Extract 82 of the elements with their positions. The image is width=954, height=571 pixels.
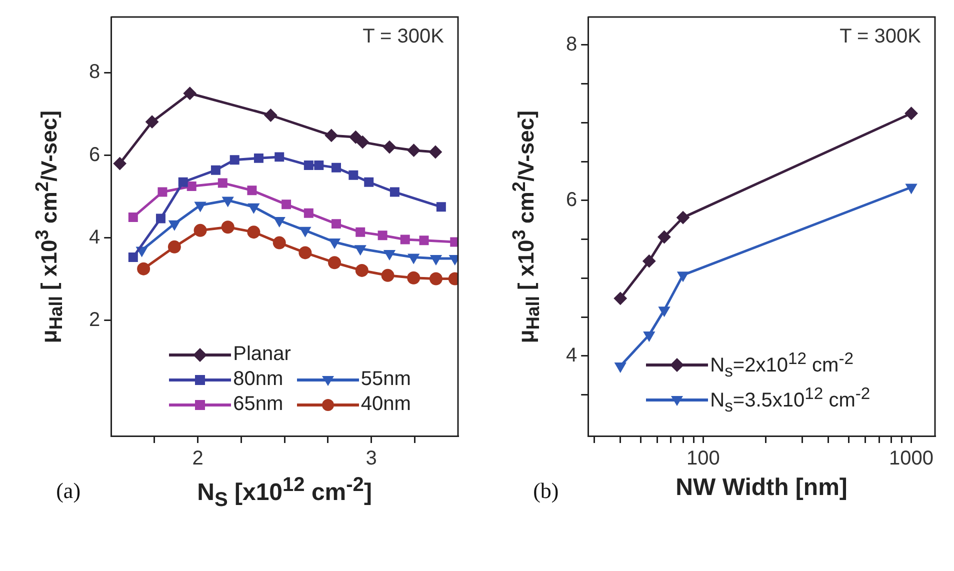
point <box>230 155 240 165</box>
legend-label: N$_{s}$=2x10$^{12}$ cm$^{-2}$ <box>710 349 854 382</box>
legend-label: N$_{s}$=3.5x10$^{12}$ cm$^{-2}$ <box>710 384 870 416</box>
point <box>186 182 196 191</box>
point <box>324 128 338 142</box>
point <box>168 240 181 254</box>
point <box>304 160 314 170</box>
point <box>382 140 396 154</box>
point <box>247 226 260 239</box>
point <box>272 236 286 250</box>
x-tick-label: 1000 <box>889 448 934 470</box>
legend-label: Planar <box>233 343 291 366</box>
legend-label: 65nm <box>233 393 284 416</box>
annotation: T = 300K <box>362 26 445 48</box>
text: (b) <box>533 478 559 504</box>
point <box>137 262 150 276</box>
point <box>194 202 206 212</box>
y-tick-label: 8 <box>89 61 100 84</box>
point <box>183 86 196 100</box>
point <box>248 203 260 214</box>
point <box>300 226 311 237</box>
point <box>254 153 264 163</box>
point <box>356 227 366 237</box>
y-tick-label: 6 <box>89 144 100 166</box>
point <box>364 177 374 187</box>
legend-label: 40nm <box>360 393 411 416</box>
point <box>407 144 420 157</box>
y-tick-label: 6 <box>566 188 578 211</box>
point <box>210 165 220 175</box>
x-tick-label: 2 <box>192 448 204 470</box>
y-tick-label: 4 <box>566 344 578 366</box>
point <box>113 157 126 170</box>
point <box>332 162 341 172</box>
x-axis-title: NW Width [nm] <box>674 474 848 502</box>
x-axis-title: N$_{S}$ [x10$^{12}$ cm$^{-2}$] <box>196 474 373 512</box>
point <box>282 200 292 210</box>
point <box>178 177 188 187</box>
point <box>419 236 429 246</box>
point <box>146 115 159 128</box>
point <box>194 224 207 237</box>
point <box>378 230 388 240</box>
point <box>168 220 180 230</box>
point <box>247 186 257 196</box>
point <box>407 271 420 284</box>
text: (a) <box>56 478 81 504</box>
point <box>264 108 278 122</box>
annotation: T = 300K <box>840 26 922 48</box>
point <box>381 268 394 282</box>
x-tick-label: 100 <box>686 448 720 470</box>
y-tick-label: 8 <box>566 34 578 56</box>
point <box>408 254 420 264</box>
point <box>274 217 286 228</box>
point <box>384 250 396 260</box>
point <box>355 264 368 277</box>
point <box>429 272 442 286</box>
legend-label: 80nm <box>233 368 284 391</box>
point <box>128 252 138 262</box>
point <box>428 145 442 158</box>
point <box>218 178 228 188</box>
point <box>400 234 410 244</box>
point <box>304 208 314 218</box>
point <box>158 187 168 197</box>
point <box>221 220 234 234</box>
x-tick-label: 3 <box>366 448 377 470</box>
point <box>314 160 324 170</box>
point <box>332 219 341 229</box>
y-tick-label: 4 <box>89 226 100 248</box>
point <box>348 170 358 180</box>
point <box>128 212 138 222</box>
point <box>328 256 342 270</box>
point <box>390 187 400 197</box>
point <box>436 202 446 212</box>
point <box>298 246 312 260</box>
point <box>274 152 284 162</box>
point <box>156 214 166 224</box>
point <box>328 238 340 248</box>
point <box>354 245 366 256</box>
point <box>430 254 442 265</box>
y-tick-label: 2 <box>89 308 100 331</box>
point <box>356 136 370 149</box>
legend-label: 55nm <box>360 368 411 391</box>
point <box>222 196 234 207</box>
